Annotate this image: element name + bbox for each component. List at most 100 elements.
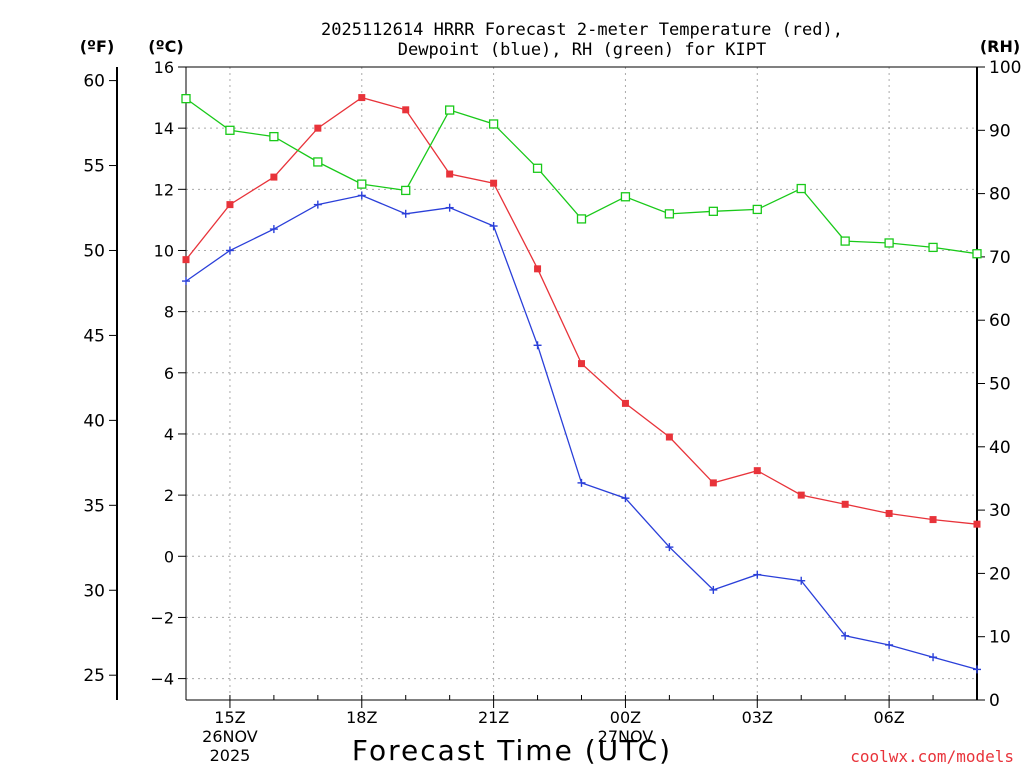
temperature-point xyxy=(270,173,278,181)
dewpoint-point xyxy=(489,222,498,231)
celsius-tick-label: 8 xyxy=(164,303,174,322)
rh-point xyxy=(576,214,587,224)
celsius-tick-label: 6 xyxy=(164,364,174,383)
celsius-tick-label: 16 xyxy=(154,58,174,77)
dewpoint-point xyxy=(357,191,366,200)
fahrenheit-tick-label: 25 xyxy=(83,666,105,686)
dewpoint-point xyxy=(709,585,718,594)
temperature-point xyxy=(621,399,629,407)
temperature-point xyxy=(841,500,849,508)
x-tick-label: 06Z xyxy=(873,708,904,727)
rh-point xyxy=(928,242,938,253)
temperature-point xyxy=(929,516,937,524)
fahrenheit-tick-label: 35 xyxy=(83,496,105,516)
temperature-point xyxy=(973,520,981,528)
celsius-tick-label: −2 xyxy=(150,608,174,627)
rh-point xyxy=(313,157,323,167)
rh-tick-label: 90 xyxy=(989,121,1011,141)
dewpoint-point xyxy=(225,246,234,255)
rh-point xyxy=(840,236,850,246)
rh-point xyxy=(532,163,543,173)
temperature-point xyxy=(534,265,542,273)
chart-title-line1: 2025112614 HRRR Forecast 2-meter Tempera… xyxy=(321,20,843,40)
rh-tick-label: 70 xyxy=(989,248,1011,268)
x-tick-label: 15Z xyxy=(214,708,245,727)
dewpoint-point xyxy=(621,494,630,503)
rh-point xyxy=(225,125,235,135)
temperature-point xyxy=(578,360,585,368)
temperature-point xyxy=(314,124,322,132)
x-tick-label: 18Z xyxy=(346,708,377,727)
dewpoint-point xyxy=(445,203,454,212)
rh-point xyxy=(752,204,762,215)
temperature-point xyxy=(358,94,366,102)
celsius-tick-label: 10 xyxy=(154,241,174,260)
temperature-point xyxy=(797,491,805,499)
rh-point xyxy=(401,185,411,196)
series xyxy=(181,94,982,674)
fahrenheit-tick-label: 40 xyxy=(83,411,105,431)
dewpoint-point xyxy=(577,478,586,487)
dewpoint-point xyxy=(841,631,850,640)
dewpoint-point xyxy=(401,209,410,218)
celsius-tick-label: 12 xyxy=(154,180,174,199)
dewpoint-point xyxy=(885,640,894,649)
rh-tick-label: 20 xyxy=(989,564,1011,584)
temperature-point xyxy=(753,467,761,475)
temperature-point xyxy=(665,433,673,441)
dewpoint-point xyxy=(182,277,190,286)
celsius-tick-label: 4 xyxy=(164,425,174,444)
chart-title-line2: Dewpoint (blue), RH (green) for KIPT xyxy=(398,40,766,60)
temperature-point xyxy=(182,256,190,264)
rh-unit-label: (RH) xyxy=(980,37,1020,56)
rh-tick-label: 0 xyxy=(989,691,1000,711)
rh-point xyxy=(488,119,499,129)
rh-tick-label: 40 xyxy=(989,438,1011,458)
dewpoint-point xyxy=(665,543,674,552)
fahrenheit-tick-label: 50 xyxy=(83,241,105,261)
fahrenheit-tick-label: 45 xyxy=(83,326,105,346)
rh-point xyxy=(357,179,367,189)
rh-tick-label: 50 xyxy=(989,375,1011,395)
rh-point xyxy=(445,105,455,115)
rh-point xyxy=(181,94,191,104)
celsius-tick-label: 2 xyxy=(164,486,174,505)
rh-tick-label: 80 xyxy=(989,185,1011,205)
temperature-point xyxy=(226,201,234,209)
fahrenheit-tick-label: 55 xyxy=(83,157,105,177)
x-tick-label: 21Z xyxy=(478,708,509,727)
x-tick-year-label: 2025 xyxy=(210,746,251,765)
celsius-tick-label: 14 xyxy=(154,119,174,138)
x-tick-date-label: 27NOV xyxy=(598,727,654,746)
rh-point xyxy=(708,206,718,216)
x-tick-label: 00Z xyxy=(610,708,641,727)
rh-point xyxy=(972,249,982,259)
rh-tick-label: 100 xyxy=(989,58,1021,78)
fahrenheit-tick-label: 60 xyxy=(83,72,105,92)
temperature-point xyxy=(402,106,410,114)
rh-tick-label: 60 xyxy=(989,311,1011,331)
x-tick-label: 03Z xyxy=(742,708,773,727)
fahrenheit-unit-label: (ºF) xyxy=(80,37,115,56)
axes xyxy=(109,66,985,708)
rh-point xyxy=(269,131,279,142)
rh-point xyxy=(664,209,675,219)
dewpoint-point xyxy=(313,200,322,209)
fahrenheit-tick-label: 30 xyxy=(83,581,105,601)
dewpoint-point xyxy=(929,653,938,662)
dewpoint-point xyxy=(533,341,542,350)
x-axis-label: Forecast Time (UTC) xyxy=(352,734,672,767)
tick-labels: 1614121086420−2−460555045403530251009080… xyxy=(83,58,1021,765)
rh-point xyxy=(620,192,631,202)
rh-point xyxy=(884,238,894,248)
temperature-point xyxy=(446,170,454,178)
dewpoint-point xyxy=(797,576,806,585)
credit-text: coolwx.com/models xyxy=(850,747,1014,766)
temperature-point xyxy=(885,509,893,517)
dewpoint-point xyxy=(269,225,278,234)
rh-point xyxy=(796,183,806,194)
rh-tick-label: 30 xyxy=(989,501,1011,521)
celsius-tick-label: 0 xyxy=(164,547,174,566)
rh-tick-label: 10 xyxy=(989,628,1011,648)
